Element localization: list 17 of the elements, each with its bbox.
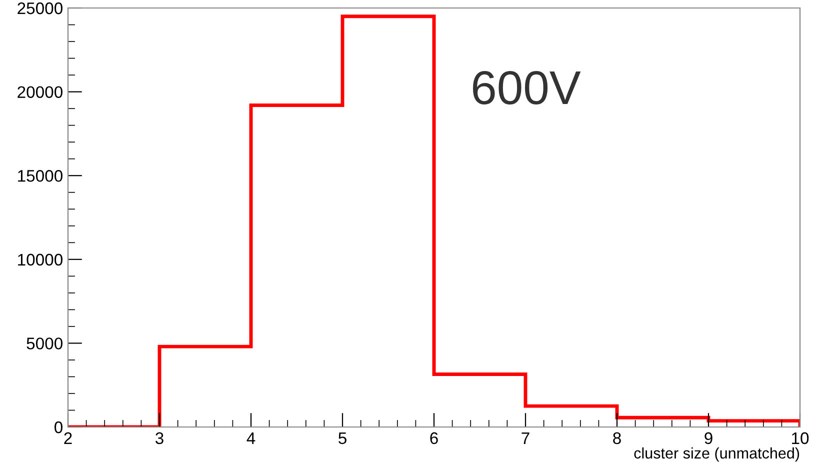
x-tick-label: 4	[246, 432, 256, 444]
y-tick-label: 0	[54, 421, 62, 434]
x-tick-label: 10	[792, 432, 809, 444]
x-tick-label: 8	[613, 432, 621, 444]
x-tick-label: 6	[430, 432, 438, 444]
annotation: 600V	[473, 71, 581, 104]
x-tick-label: 2	[64, 432, 72, 444]
x-tick-label: 5	[338, 432, 346, 444]
x-tick-label: 7	[522, 432, 530, 444]
x-axis-title: cluster size (unmatched)	[634, 447, 800, 462]
y-tick-label: 25000	[18, 2, 62, 14]
y-tick-label: 20000	[18, 86, 62, 98]
x-tick-label: 3	[156, 432, 164, 444]
y-tick-label: 15000	[18, 170, 62, 182]
y-tick-label: 5000	[26, 338, 62, 350]
x-tick-label: 9	[704, 432, 712, 444]
y-tick-label: 10000	[18, 254, 62, 266]
